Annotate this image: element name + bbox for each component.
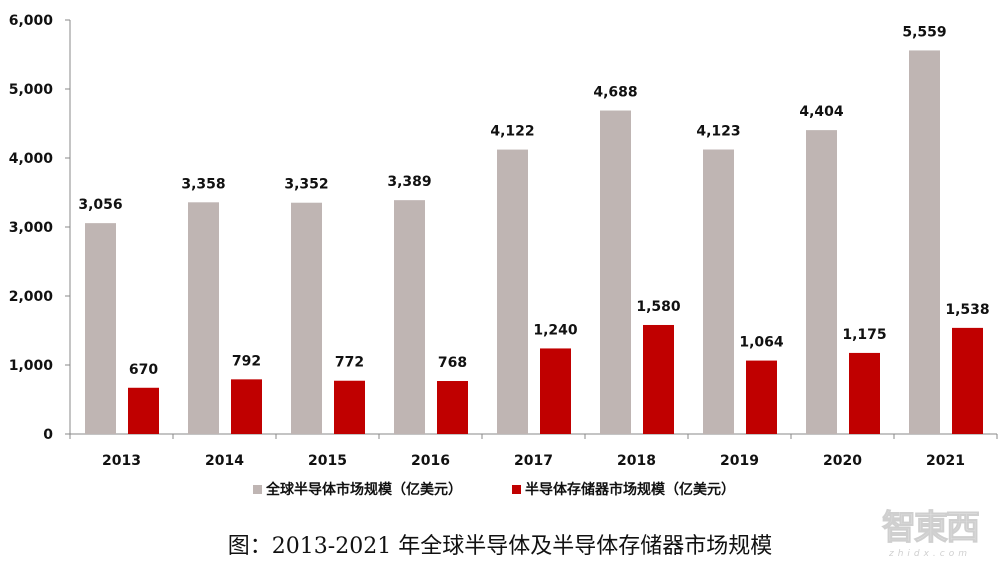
data-label: 670 xyxy=(129,362,158,378)
data-label: 4,404 xyxy=(799,104,844,120)
bar-memory xyxy=(231,379,262,434)
bar-memory xyxy=(952,327,983,434)
y-tick-label: 1,000 xyxy=(9,358,54,374)
data-label: 4,123 xyxy=(696,124,740,140)
watermark-logo: 智東西 zhidx.com xyxy=(882,500,981,560)
data-label: 1,064 xyxy=(739,335,784,351)
bar-memory xyxy=(437,381,468,434)
x-tick-label: 2018 xyxy=(617,453,656,469)
x-tick-label: 2021 xyxy=(926,453,965,469)
bar-global xyxy=(497,149,528,434)
bar-chart: 0 1,000 2,000 3,000 4,000 5,000 6,000 3,056 670 2… xyxy=(9,13,998,469)
data-label: 1,240 xyxy=(533,322,578,338)
bar-global xyxy=(291,202,322,434)
data-label: 4,122 xyxy=(490,124,534,140)
y-tick-label: 2,000 xyxy=(9,289,54,305)
bar-memory xyxy=(746,360,777,434)
y-tick-label: 4,000 xyxy=(9,151,54,167)
bar-global xyxy=(394,200,425,434)
data-label: 3,358 xyxy=(181,176,225,192)
bar-memory xyxy=(128,387,159,434)
bar-global xyxy=(600,110,631,434)
data-label: 768 xyxy=(438,355,467,371)
legend-swatch-memory xyxy=(512,484,521,494)
legend-label-global: 全球半导体市场规模（亿美元） xyxy=(266,482,462,498)
legend-swatch-global xyxy=(253,484,262,494)
legend: 全球半导体市场规模（亿美元） 半导体存储器市场规模（亿美元） xyxy=(253,479,735,499)
y-tick-label: 6,000 xyxy=(9,13,54,29)
bar-global xyxy=(703,149,734,434)
data-label: 1,580 xyxy=(636,299,681,315)
chart-caption: 图：2013-2021 年全球半导体及半导体存储器市场规模 xyxy=(227,534,773,559)
x-tick-label: 2014 xyxy=(205,453,244,469)
watermark-url: zhidx.com xyxy=(888,549,972,559)
bar-global xyxy=(909,50,940,434)
watermark-logo-text: 智東西 xyxy=(882,508,981,549)
bar-global xyxy=(188,202,219,434)
bar-memory xyxy=(540,348,571,434)
data-label: 3,056 xyxy=(78,197,122,213)
data-label: 3,352 xyxy=(284,177,328,193)
x-tick-label: 2013 xyxy=(102,453,141,469)
data-label: 4,688 xyxy=(593,85,637,101)
y-tick-label: 5,000 xyxy=(9,82,54,98)
data-label: 1,175 xyxy=(842,327,886,343)
data-label: 5,559 xyxy=(902,24,946,40)
bar-memory xyxy=(334,380,365,434)
data-label: 1,538 xyxy=(945,302,989,318)
x-tick-label: 2017 xyxy=(514,453,553,469)
y-tick-label: 3,000 xyxy=(9,220,54,236)
legend-label-memory: 半导体存储器市场规模（亿美元） xyxy=(525,482,735,498)
legend-item-memory: 半导体存储器市场规模（亿美元） xyxy=(512,479,735,499)
bar-global xyxy=(806,130,837,434)
x-tick-label: 2020 xyxy=(823,453,862,469)
bar-memory xyxy=(849,352,880,434)
data-label: 792 xyxy=(232,353,261,369)
bar-global xyxy=(85,223,116,434)
x-tick-label: 2019 xyxy=(720,453,759,469)
data-label: 3,389 xyxy=(387,174,431,190)
y-tick-label: 0 xyxy=(43,427,53,443)
bar-memory xyxy=(643,324,674,434)
legend-item-global: 全球半导体市场规模（亿美元） xyxy=(253,479,462,499)
data-label: 772 xyxy=(335,355,364,371)
x-tick-label: 2015 xyxy=(308,453,347,469)
x-tick-label: 2016 xyxy=(411,453,450,469)
